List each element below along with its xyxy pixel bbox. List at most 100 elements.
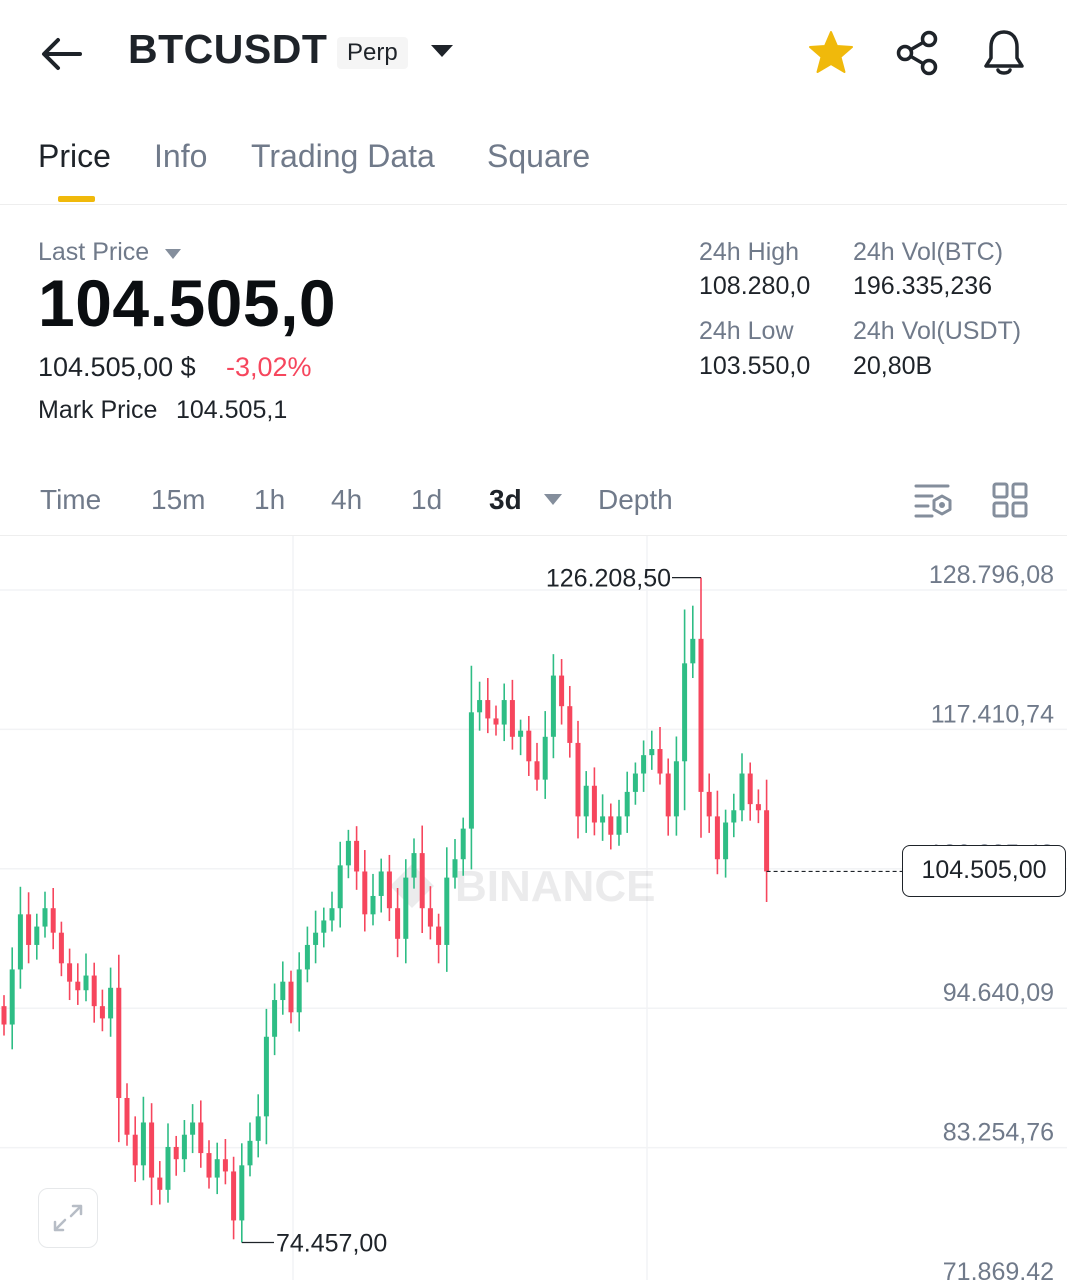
candle (296, 952, 302, 1032)
chart-canvas[interactable]: BINANCE 128.796,08117.410,74106.025,4294… (0, 536, 1067, 1280)
candle (477, 681, 483, 731)
candle (690, 605, 696, 679)
candle (345, 829, 351, 879)
tab-trading-data[interactable]: Trading Data (251, 138, 435, 174)
candle (542, 711, 548, 799)
candle (50, 888, 56, 950)
interval-3d[interactable]: 3d (489, 484, 522, 515)
candle (247, 1122, 253, 1177)
price-usd-value: 104.505,00 $ (38, 352, 196, 382)
candle (468, 665, 474, 870)
candle (452, 839, 458, 889)
tab-bar: Price Info Trading Data Square (0, 125, 1067, 205)
current-price-label: 104.505,00 (902, 845, 1066, 898)
interval-4h[interactable]: 4h (331, 484, 363, 515)
candle (444, 847, 450, 972)
candle (354, 826, 360, 890)
candle (485, 678, 491, 734)
candle (591, 767, 597, 836)
star-icon (809, 31, 853, 73)
candle (427, 886, 433, 940)
candle (411, 838, 417, 889)
interval-15m[interactable]: 15m (151, 484, 206, 515)
stat-24h-high-label: 24h High (699, 238, 800, 266)
candle (616, 799, 622, 846)
watermark-text: BINANCE (455, 862, 655, 911)
y-tick-label: 128.796,08 (929, 561, 1054, 589)
share-button[interactable] (893, 28, 943, 78)
candle (190, 1104, 196, 1154)
favorite-button[interactable] (806, 28, 856, 78)
interval-1h[interactable]: 1h (254, 484, 286, 515)
candle (501, 683, 507, 742)
candle (493, 705, 499, 736)
symbol-dropdown-button[interactable] (424, 36, 460, 68)
candle (288, 970, 294, 1024)
interval-1d[interactable]: 1d (411, 484, 443, 515)
candle (682, 609, 688, 811)
tab-price[interactable]: Price (38, 138, 111, 174)
candle (764, 779, 770, 902)
candle (550, 654, 556, 759)
candlestick-chart[interactable]: BINANCE 128.796,08117.410,74106.025,4294… (0, 536, 1067, 1280)
candle (419, 825, 425, 934)
candle (624, 771, 630, 833)
y-tick-label: 117.410,74 (931, 700, 1054, 728)
candle (214, 1142, 220, 1195)
stat-24h-vol-btc-value: 196.335,236 (853, 272, 993, 300)
interval-depth[interactable]: Depth (598, 484, 673, 515)
expand-chart-button[interactable] (38, 1188, 98, 1248)
candle (534, 742, 540, 791)
candle (34, 913, 40, 960)
candle (673, 736, 679, 836)
candle (731, 793, 737, 838)
candle (386, 854, 392, 922)
stat-24h-low-label: 24h Low (699, 317, 794, 345)
tab-square[interactable]: Square (487, 138, 591, 174)
chart-settings-button[interactable] (912, 480, 954, 520)
candle (321, 907, 327, 948)
candle (583, 771, 589, 833)
candle (657, 726, 663, 785)
candle (600, 794, 606, 841)
mark-price-label: Mark Price (38, 396, 158, 424)
candle (665, 758, 671, 836)
interval-time[interactable]: Time (40, 484, 102, 515)
candle (17, 886, 23, 989)
candle (67, 948, 73, 1001)
candle (116, 954, 122, 1143)
candle (83, 953, 89, 1002)
symbol-title[interactable]: BTCUSDT (128, 26, 328, 72)
candle (739, 753, 745, 822)
back-button[interactable] (36, 28, 88, 80)
candle (698, 577, 704, 838)
candle (157, 1161, 163, 1205)
last-price-label[interactable]: Last Price (38, 238, 150, 266)
caret-down-icon[interactable] (164, 248, 182, 260)
binance-watermark: BINANCE (390, 862, 655, 911)
stat-24h-low-value: 103.550,0 (699, 352, 811, 380)
candle (165, 1123, 171, 1203)
layout-grid-button[interactable] (990, 480, 1030, 520)
candle (403, 859, 409, 964)
max-price-label: 126.208,50 (546, 565, 671, 593)
candle (608, 803, 614, 850)
tab-info[interactable]: Info (154, 138, 208, 174)
candle (75, 963, 81, 1005)
candle (575, 720, 581, 839)
candle (132, 1116, 138, 1182)
candle (632, 762, 638, 805)
candle (231, 1156, 237, 1240)
candle (567, 685, 573, 758)
price-alert-button[interactable] (978, 26, 1030, 78)
candle (58, 921, 64, 977)
caret-down-icon (431, 45, 453, 57)
candle (255, 1094, 261, 1158)
caret-down-icon[interactable] (543, 493, 563, 506)
candle (280, 961, 286, 1015)
candle (509, 679, 515, 750)
price-change-percent: -3,02% (226, 352, 312, 382)
candle (714, 790, 720, 875)
candle (755, 789, 761, 824)
candle (559, 659, 565, 725)
